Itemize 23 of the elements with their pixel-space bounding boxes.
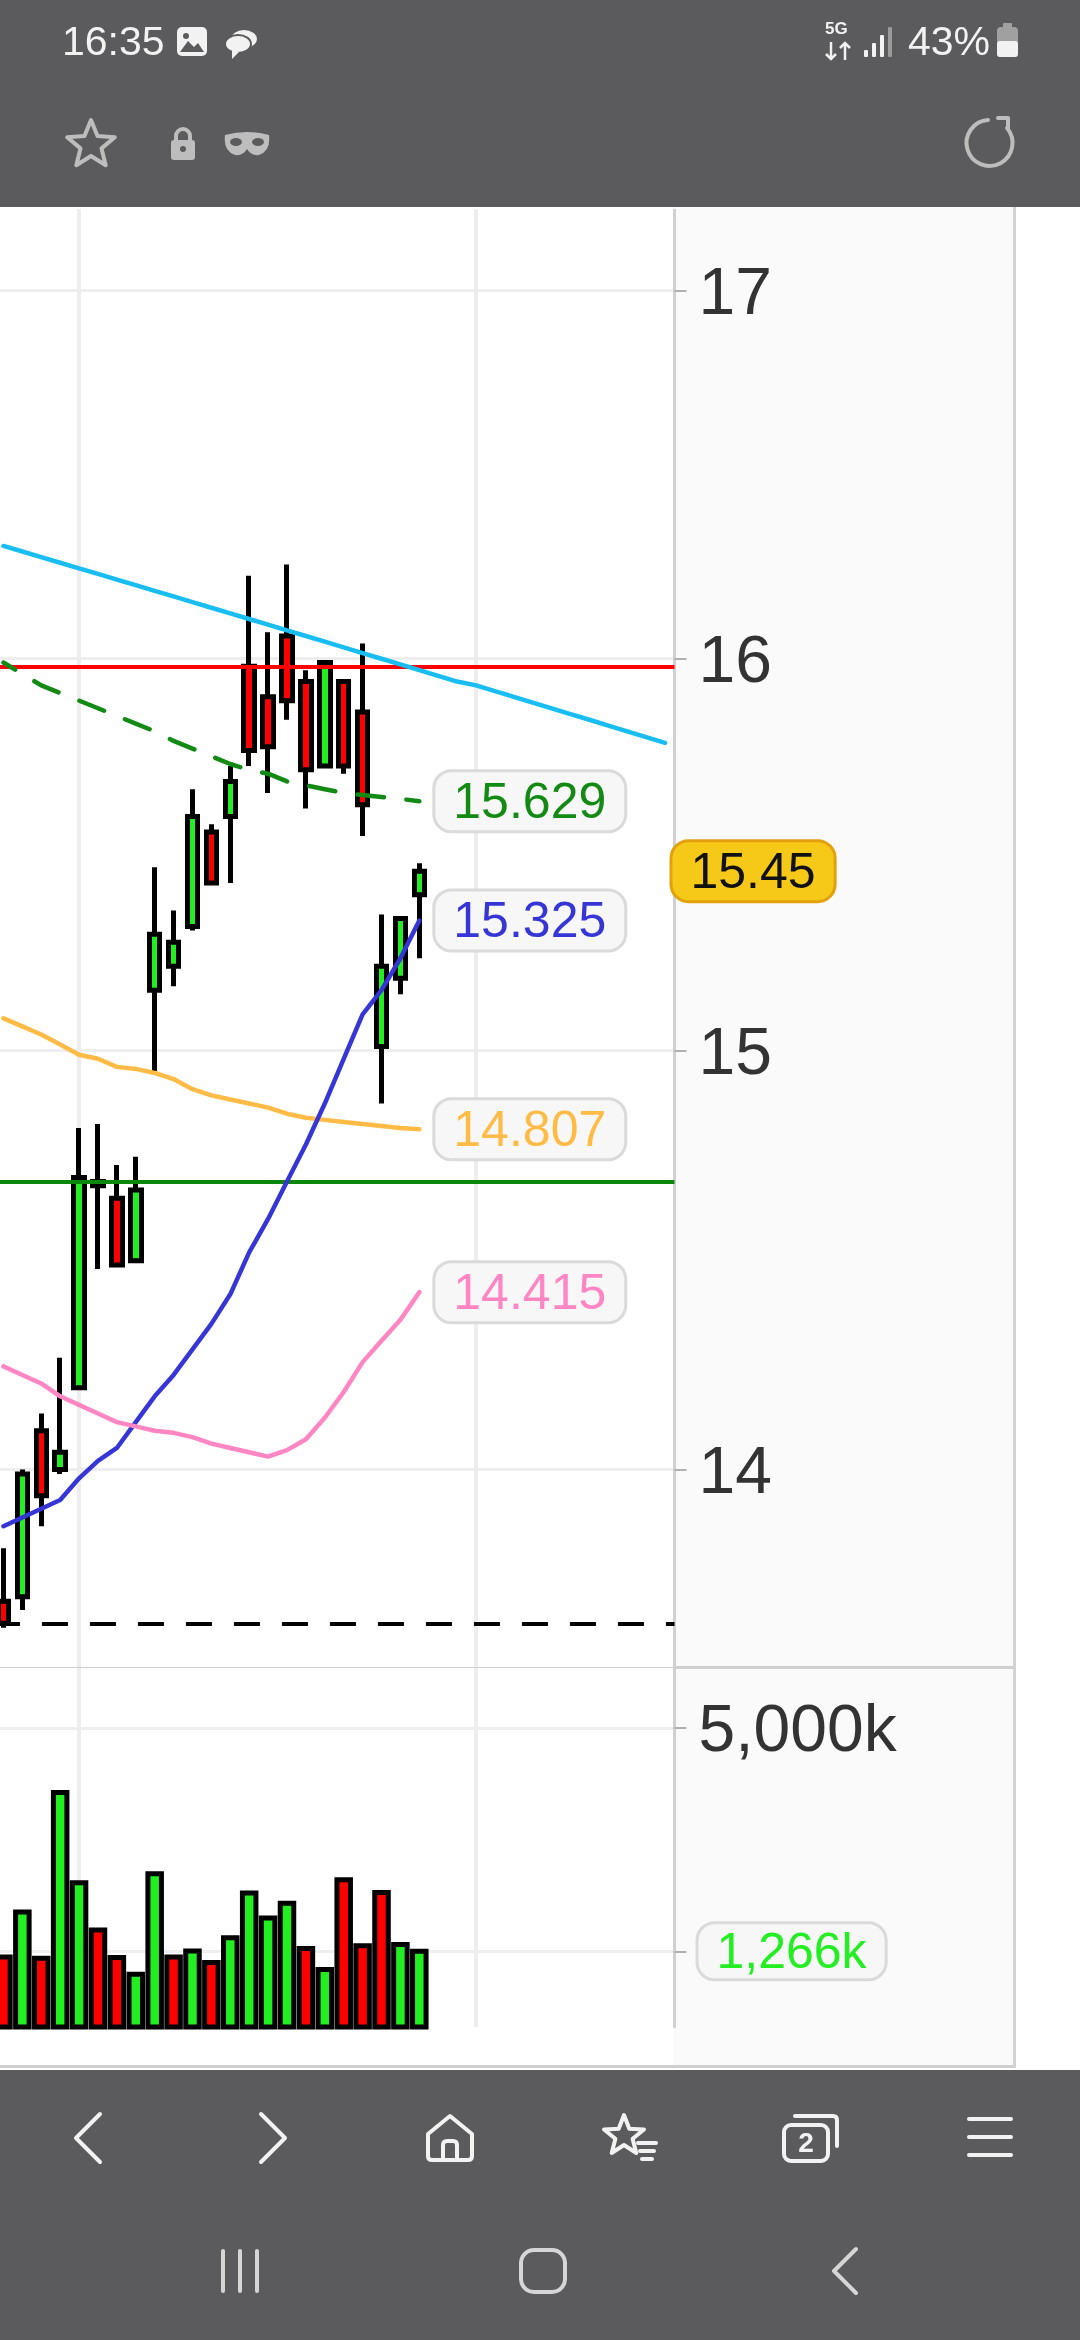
line-series [0,1289,422,1459]
y-tick-label: 17 [698,253,772,328]
text: 43% [908,18,991,64]
y-tick-label: 16 [698,621,772,696]
line-series [0,660,422,804]
y-tick-label: 14 [698,1432,772,1507]
data-label: 14.415 [452,1264,606,1321]
text: 15.45 [690,843,816,900]
text: 16:35 [62,18,165,64]
y-tick-label: 15 [698,1013,772,1088]
candlestick [373,914,389,1104]
data-label: 15.325 [452,892,606,949]
line-series [0,1016,422,1132]
data-label: 14.807 [452,1101,606,1158]
candlestick [33,1413,49,1527]
y-tick-label: 5,000k [698,1690,898,1765]
y-tick-label: 1,266k [716,1923,868,1980]
data-label: 15.629 [452,773,606,830]
candlestick [14,1469,30,1611]
line-series [0,543,667,746]
line-series [0,918,422,1529]
candlestick [165,910,181,987]
candlestick [89,1123,106,1270]
